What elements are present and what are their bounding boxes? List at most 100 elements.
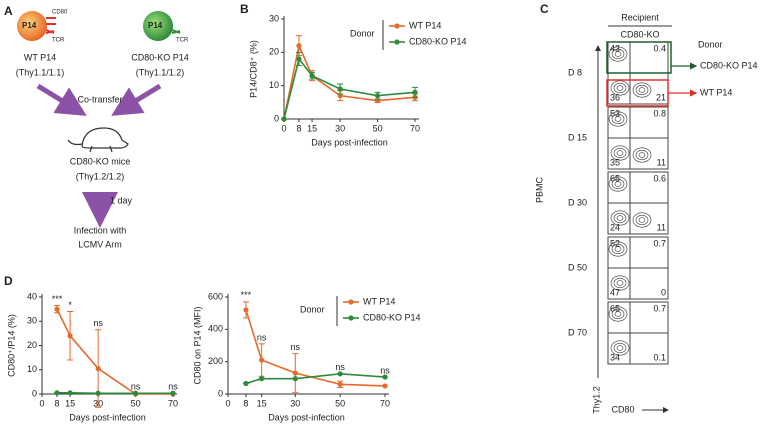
y-tick-label: 400: [208, 324, 223, 334]
gate-label: CD80-KO P14: [700, 60, 758, 70]
x-tick-label: 50: [131, 398, 141, 408]
cell-strain: (Thy1.1/1.2): [136, 67, 185, 77]
contour: [610, 145, 630, 161]
annotation: ns: [131, 382, 141, 392]
point: [337, 371, 343, 377]
panel-label: D: [4, 274, 13, 288]
row-label: D 15: [568, 132, 587, 142]
contour: [613, 342, 627, 354]
quadrant-value: 53: [610, 108, 620, 118]
x-tick-label: 30: [290, 398, 300, 408]
receptor-label: CD80: [52, 10, 68, 16]
contour: [616, 215, 624, 221]
point: [337, 381, 343, 387]
point: [292, 376, 298, 382]
point: [259, 376, 265, 382]
point: [296, 43, 302, 49]
legend-title: Donor: [300, 304, 325, 314]
x-tick-label: 70: [410, 123, 420, 133]
legend-label: CD80-KO P14: [409, 36, 467, 46]
quadrant-value: 21: [656, 92, 666, 102]
x-tick-label: 0: [39, 398, 44, 408]
x-tick-label: 8: [296, 123, 301, 133]
quadrant-value: 35: [610, 157, 620, 167]
x-tick-label: 50: [335, 398, 345, 408]
contour: [632, 212, 652, 228]
gate-label: WT P14: [700, 87, 732, 97]
quadrant-value: 65: [610, 173, 620, 183]
legend-label: WT P14: [409, 20, 441, 30]
contour: [614, 51, 622, 57]
quadrant-value: 65: [610, 303, 620, 313]
row-label: D 50: [568, 262, 587, 272]
quadrant-value: 52: [610, 238, 620, 248]
cell-name: CD80-KO P14: [131, 52, 189, 62]
contour: [613, 212, 627, 224]
annotation: ***: [52, 294, 63, 304]
y-tick-label: 10: [27, 364, 37, 374]
annotation: ns: [380, 365, 390, 375]
annotation: ns: [168, 382, 178, 392]
annotation: ns: [257, 332, 267, 342]
point: [67, 333, 73, 339]
y-tick-label: 20: [269, 47, 279, 57]
point: [95, 390, 101, 396]
y-tick-label: 600: [208, 291, 223, 301]
x-axis-title: Days post-infection: [311, 137, 388, 147]
contour: [616, 280, 624, 286]
legend-swatch: [348, 299, 354, 305]
annotation: ***: [241, 290, 252, 300]
y-axis-title: CD80 on P14 (MFI): [192, 306, 202, 384]
row-label: D 70: [568, 327, 587, 337]
flow-header: Recipient: [621, 12, 659, 22]
quadrant-value: 0.4: [653, 43, 666, 53]
legend-swatch: [348, 315, 354, 321]
cell-strain: (Thy1.1/1.1): [16, 67, 65, 77]
y-tick-label: 40: [27, 291, 37, 301]
receptor-icon: [171, 29, 181, 34]
cell: [143, 11, 173, 41]
annotation: ns: [335, 362, 345, 372]
x-tick-label: 15: [65, 398, 75, 408]
cell-label: P14: [148, 21, 163, 30]
contour: [611, 178, 625, 190]
contour: [611, 243, 625, 255]
contour: [610, 210, 630, 226]
contour: [608, 46, 628, 62]
interval-label: 1 day: [110, 195, 133, 205]
x-tick-label: 50: [373, 123, 383, 133]
x-tick-label: 30: [335, 123, 345, 133]
y-tick-label: 10: [269, 80, 279, 90]
panel-label: A: [4, 4, 13, 18]
point: [374, 93, 381, 99]
quadrant-value: 0.7: [653, 238, 666, 248]
contour: [610, 340, 630, 356]
point: [382, 374, 388, 380]
mouse-icon: [67, 127, 129, 153]
receptor-icon: [45, 17, 56, 34]
cell-name: WT P14: [24, 52, 56, 62]
row-label: D 30: [568, 197, 587, 207]
y-tick-label: 0: [218, 388, 223, 398]
x-tick-label: 0: [281, 123, 286, 133]
contour: [611, 113, 625, 125]
cell-label: P14: [22, 21, 37, 30]
series-line: [56, 308, 173, 395]
contour: [608, 111, 628, 127]
contour: [638, 217, 646, 223]
point: [54, 306, 60, 312]
contour: [613, 82, 627, 94]
y-axis-label: Thy1.2: [591, 386, 601, 414]
quadrant-value: 43: [610, 43, 620, 53]
point: [54, 390, 60, 396]
contour: [635, 214, 649, 226]
contour: [638, 87, 646, 93]
quadrant-value: 11: [657, 222, 666, 232]
receptor-label: TCR: [176, 38, 189, 44]
infection-label: Infection with: [74, 225, 127, 235]
contour: [608, 176, 628, 192]
legend-swatch: [394, 39, 400, 45]
row-axis-label: PBMC: [534, 177, 544, 204]
point: [243, 380, 249, 387]
